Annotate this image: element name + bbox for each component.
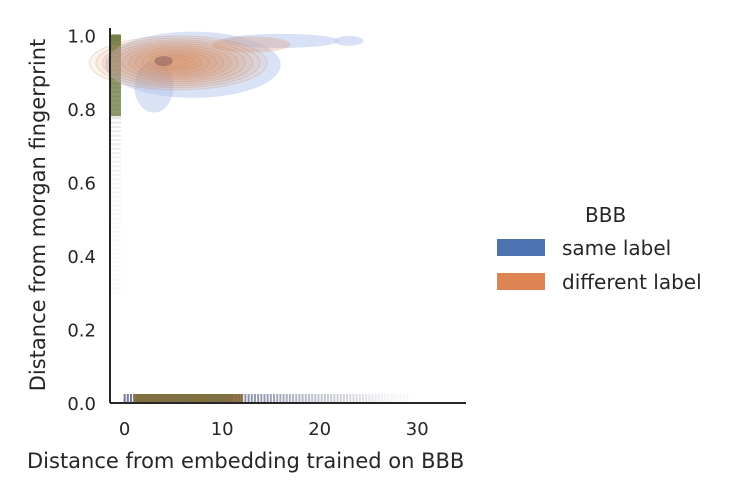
kde-contour-different: [141, 50, 210, 74]
kde-contour-different: [115, 43, 239, 83]
kde-contour-same: [334, 35, 364, 46]
legend-entry-label: different label: [562, 270, 702, 294]
legend: BBB same label different label: [497, 203, 702, 294]
y-tick-label: 0.8: [67, 100, 96, 121]
kde-contour-different: [121, 45, 232, 80]
kde-density-peak: [154, 56, 173, 67]
legend-swatch: [497, 239, 545, 256]
kde-contour-different: [102, 39, 254, 87]
legend-entry-label: same label: [562, 236, 671, 260]
y-marginal-rug: [111, 34, 121, 294]
kde-contour-different: [134, 48, 217, 76]
x-tick-label: 10: [211, 419, 234, 440]
kde-different-label: [88, 35, 291, 91]
y-tick-label: 1.0: [67, 26, 96, 47]
x-ticks: 0 10 20 30: [119, 419, 429, 440]
y-rug-dense-band: [111, 35, 121, 117]
kde-contour-different: [95, 37, 261, 89]
kde-contour-same: [105, 31, 281, 98]
y-tick-label: 0.0: [67, 394, 96, 415]
x-rug-dense-band: [134, 394, 232, 402]
legend-title: BBB: [585, 203, 626, 227]
axes: [109, 28, 466, 404]
x-axis-label: Distance from embedding trained on BBB: [27, 449, 464, 473]
kde-contour-different: [212, 36, 291, 53]
kde-contour-same: [134, 61, 174, 113]
kde-same-label: [105, 31, 364, 113]
x-tick-label: 30: [406, 419, 429, 440]
y-ticks: 0.0 0.2 0.4 0.6 0.8 1.0: [67, 26, 96, 415]
kde-contour-different: [128, 46, 225, 78]
kde-contour-different: [88, 35, 268, 91]
x-tick-label: 0: [119, 419, 130, 440]
y-tick-label: 0.6: [67, 173, 96, 194]
y-tick-label: 0.2: [67, 320, 96, 341]
plot-area: [88, 31, 409, 402]
x-marginal-rug: [123, 394, 409, 402]
kde-contour-same: [222, 33, 340, 48]
legend-swatch: [497, 273, 545, 290]
y-tick-label: 0.4: [67, 247, 96, 268]
y-axis-label: Distance from morgan fingerprint: [26, 39, 50, 392]
x-tick-label: 20: [308, 419, 331, 440]
